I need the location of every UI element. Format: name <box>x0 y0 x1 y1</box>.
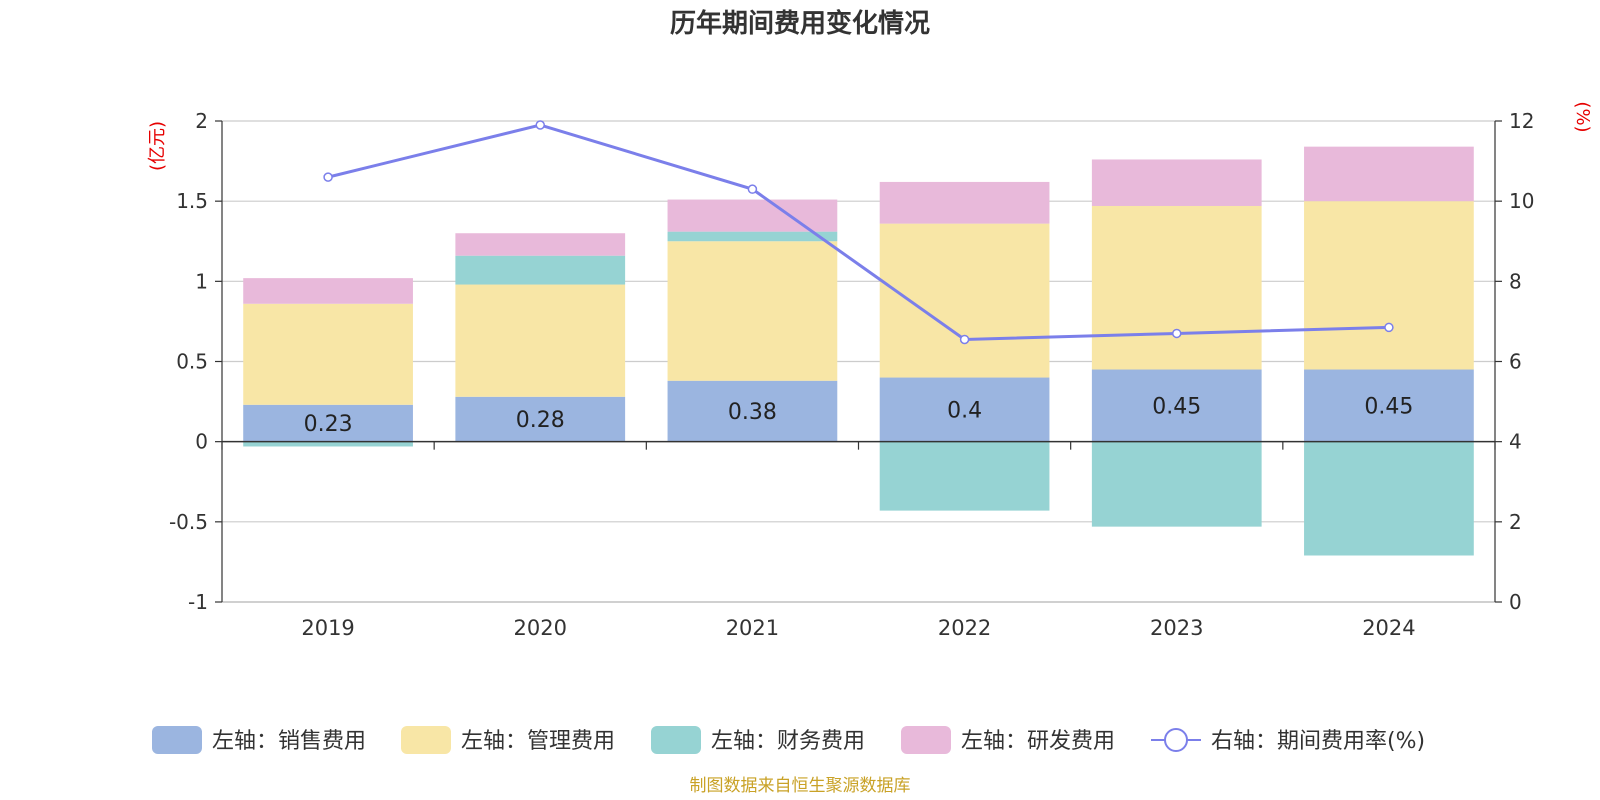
right-axis-unit: (%) <box>1572 101 1593 132</box>
left-tick-label: -0.5 <box>169 510 208 534</box>
left-tick-label: 0 <box>195 430 208 454</box>
bar-segment-3 <box>1091 441 1262 527</box>
category-label: 2021 <box>726 616 779 640</box>
bar-segment-2 <box>243 303 413 405</box>
rate-line <box>323 120 1394 345</box>
rate-point <box>535 120 545 130</box>
bar-segment-3 <box>667 231 838 242</box>
bar-segment-3 <box>455 255 626 285</box>
rate-point <box>747 184 758 194</box>
data-labels: 0.23 0.28 0.38 0.4 0.45 0.45 <box>304 395 1414 438</box>
legend-swatch <box>401 726 451 754</box>
bar-segment-1 <box>1091 369 1262 442</box>
bar-segment-4 <box>243 278 413 304</box>
category-label: 2019 <box>301 616 354 640</box>
left-tick-label: 2 <box>195 109 208 133</box>
bar-value-label: 0.38 <box>728 400 777 425</box>
legend-label: 左轴：研发费用 <box>961 729 1115 754</box>
legend-label: 左轴：财务费用 <box>711 729 865 754</box>
bar-segment-2 <box>1091 205 1262 370</box>
bar-segment-3 <box>243 441 413 447</box>
rate-point <box>1172 328 1182 339</box>
grid-lines <box>222 120 1495 603</box>
right-tick-label: 4 <box>1509 430 1522 454</box>
right-tick-label: 8 <box>1509 269 1522 293</box>
category-label: 2024 <box>1362 616 1415 640</box>
bar-segment-1 <box>455 396 626 442</box>
rate-point <box>323 172 333 182</box>
legend-label: 左轴：销售费用 <box>212 729 366 754</box>
rate-point <box>1384 322 1394 333</box>
bar-value-label: 0.4 <box>947 399 982 424</box>
right-tick-label: 10 <box>1509 189 1534 213</box>
category-label: 2023 <box>1150 616 1203 640</box>
rate-line-path <box>327 123 1389 341</box>
bar-value-label: 0.45 <box>1364 395 1413 420</box>
bar-segment-1 <box>879 377 1050 442</box>
bar-segment-4 <box>1091 159 1262 206</box>
bar-segment-2 <box>667 241 838 381</box>
legend-swatch <box>901 726 951 754</box>
bar-segment-1 <box>243 404 413 442</box>
bar-segment-1 <box>1304 369 1474 442</box>
right-tick-label: 0 <box>1509 590 1522 614</box>
axes: 2 1.5 1 0.5 0 -0.5 -1 12 10 8 6 4 2 0 2019 2020 2021 2022… <box>169 109 1534 640</box>
bar-segment-3 <box>1304 441 1474 556</box>
bar-segment-4 <box>455 233 626 256</box>
legend-swatch <box>152 726 202 754</box>
rate-point <box>959 334 970 345</box>
legend-marker <box>1164 728 1188 752</box>
bar-value-label: 0.45 <box>1152 395 1201 420</box>
bar-segment-1 <box>667 380 838 442</box>
right-tick-label: 12 <box>1509 109 1534 133</box>
category-label: 2022 <box>938 616 991 640</box>
bar-segment-2 <box>455 284 626 397</box>
left-tick-label: -1 <box>188 590 208 614</box>
bar-value-label: 0.28 <box>516 408 565 433</box>
left-tick-label: 1.5 <box>176 189 208 213</box>
bar-segment-4 <box>1304 146 1474 202</box>
right-tick-label: 6 <box>1509 350 1522 374</box>
bar-segment-2 <box>1304 201 1474 370</box>
left-tick-label: 1 <box>195 269 208 293</box>
bar-segment-2 <box>879 223 1050 378</box>
legend: 左轴：销售费用 左轴：管理费用 左轴：财务费用 左轴：研发费用 右轴：期间费用率(%) <box>152 726 1425 754</box>
right-tick-label: 2 <box>1509 510 1522 534</box>
bar-segment-3 <box>879 441 1050 511</box>
bars <box>243 146 1474 556</box>
legend-swatch <box>651 726 701 754</box>
left-tick-label: 0.5 <box>176 350 208 374</box>
legend-label: 左轴：管理费用 <box>461 729 615 754</box>
legend-label: 右轴：期间费用率(%) <box>1211 729 1425 754</box>
source-footer: 制图数据来自恒生聚源数据库 <box>690 776 911 796</box>
chart-title: 历年期间费用变化情况 <box>670 8 930 39</box>
bar-segment-4 <box>667 199 838 232</box>
bar-segment-4 <box>879 181 1050 224</box>
left-axis-unit: (亿元) <box>147 121 168 171</box>
bar-value-label: 0.23 <box>304 412 353 437</box>
category-label: 2020 <box>514 616 567 640</box>
